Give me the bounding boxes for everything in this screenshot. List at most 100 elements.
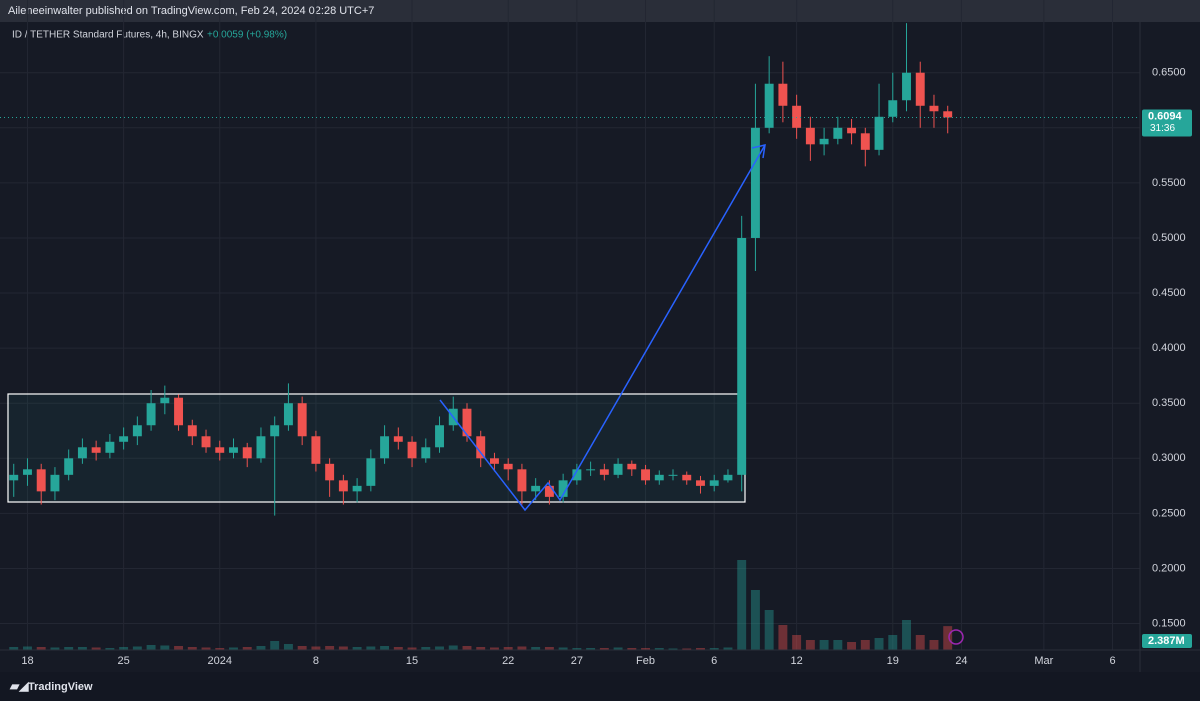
candle-body [531, 485, 541, 492]
candle-body [229, 447, 238, 453]
y-tick-label: 0.5500 [1152, 177, 1186, 189]
last-price-label: 0.6094 [1148, 110, 1183, 122]
volume-bar [366, 646, 376, 650]
footer-bar [0, 672, 1200, 701]
volume-bar [270, 641, 280, 650]
candle-body [201, 436, 211, 448]
x-tick-label: 2024 [208, 655, 232, 667]
volume-bar [174, 646, 184, 650]
x-tick-label: 27 [571, 655, 583, 667]
candle-body [119, 436, 129, 442]
volume-bar [352, 647, 362, 650]
volume-bar [325, 646, 335, 650]
volume-bar [201, 647, 211, 650]
x-tick-label: 24 [955, 655, 967, 667]
trend-drawing [439, 144, 766, 512]
candle-body [380, 436, 390, 459]
volume-bar [146, 645, 156, 650]
candle-body [778, 83, 788, 106]
volume-bar [627, 648, 637, 650]
volume-bar [462, 646, 472, 650]
volume-bar [105, 648, 115, 650]
candle-body [407, 441, 417, 459]
candle-body [311, 436, 321, 464]
candle-body [421, 447, 431, 459]
candle-body [105, 441, 115, 453]
volume-bar [393, 647, 403, 650]
candle-body [338, 480, 348, 492]
candle-body [544, 485, 554, 497]
y-tick-label: 0.3000 [1152, 452, 1186, 464]
volume-bar [943, 626, 953, 650]
volume-bar [311, 646, 321, 650]
candle-body [668, 474, 678, 476]
x-tick-label: 12 [791, 655, 803, 667]
alert-icon[interactable] [948, 629, 964, 645]
x-tick-label: 22 [502, 655, 514, 667]
volume-bar [641, 648, 651, 650]
volume-bar [833, 640, 843, 650]
last-price-tag [1142, 109, 1192, 137]
y-tick-label: 0.5000 [1152, 232, 1186, 244]
candle-body [929, 105, 939, 112]
candle-body [160, 397, 170, 404]
candle-body [860, 133, 870, 150]
y-tick-label: 0.3500 [1152, 397, 1186, 409]
x-tick-label: 6 [1109, 655, 1115, 667]
volume-bar [448, 645, 458, 650]
candle-body [187, 425, 197, 437]
volume-bar [187, 647, 197, 650]
candle-body [146, 403, 156, 426]
x-tick-label: 25 [117, 655, 129, 667]
candle-body [558, 480, 568, 497]
candle-body [737, 237, 747, 475]
volume-bar [929, 640, 939, 650]
candle-body [833, 127, 843, 139]
candle-body [764, 83, 774, 128]
volume-bar [77, 647, 87, 650]
volume-bar [297, 646, 307, 650]
candle-body [599, 469, 609, 475]
volume-bar [613, 647, 623, 650]
x-tick-label: 18 [21, 655, 33, 667]
volume-bar [91, 647, 101, 650]
candle-body [902, 72, 911, 101]
candle-body [847, 127, 857, 134]
candle-body [654, 474, 664, 481]
volume-bar [380, 646, 390, 650]
candle-body [256, 436, 266, 459]
y-tick-label: 0.1500 [1152, 617, 1186, 629]
candle-body [613, 463, 623, 475]
volume-bar [407, 647, 417, 650]
volume-bar [215, 648, 225, 650]
candle-body [50, 474, 60, 492]
candle-body [435, 425, 444, 448]
candle-body [64, 458, 74, 475]
candle-body [215, 447, 225, 453]
candle-body [283, 403, 293, 426]
x-tick-label: Feb [636, 655, 655, 667]
volume-bar [888, 635, 898, 650]
volume-bar [119, 647, 129, 650]
candle-body [943, 111, 953, 118]
volume-bar [558, 647, 568, 650]
candles [9, 23, 953, 516]
volume-bar [242, 647, 252, 650]
volume-bar [489, 647, 499, 650]
y-tick-label: 0.4000 [1152, 342, 1186, 354]
candle-body [682, 474, 692, 481]
candle-body [572, 469, 582, 481]
candle-body [393, 436, 403, 442]
volume-bar [9, 647, 19, 650]
price-change: +0.0059 (+0.98%) [207, 30, 287, 41]
candle-body [709, 480, 719, 486]
volume-tag [1142, 634, 1192, 648]
range-box [7, 393, 746, 503]
candle-body [36, 469, 46, 492]
volume-bar [723, 647, 733, 650]
volume-bar [737, 560, 747, 650]
candle-body [297, 403, 307, 437]
